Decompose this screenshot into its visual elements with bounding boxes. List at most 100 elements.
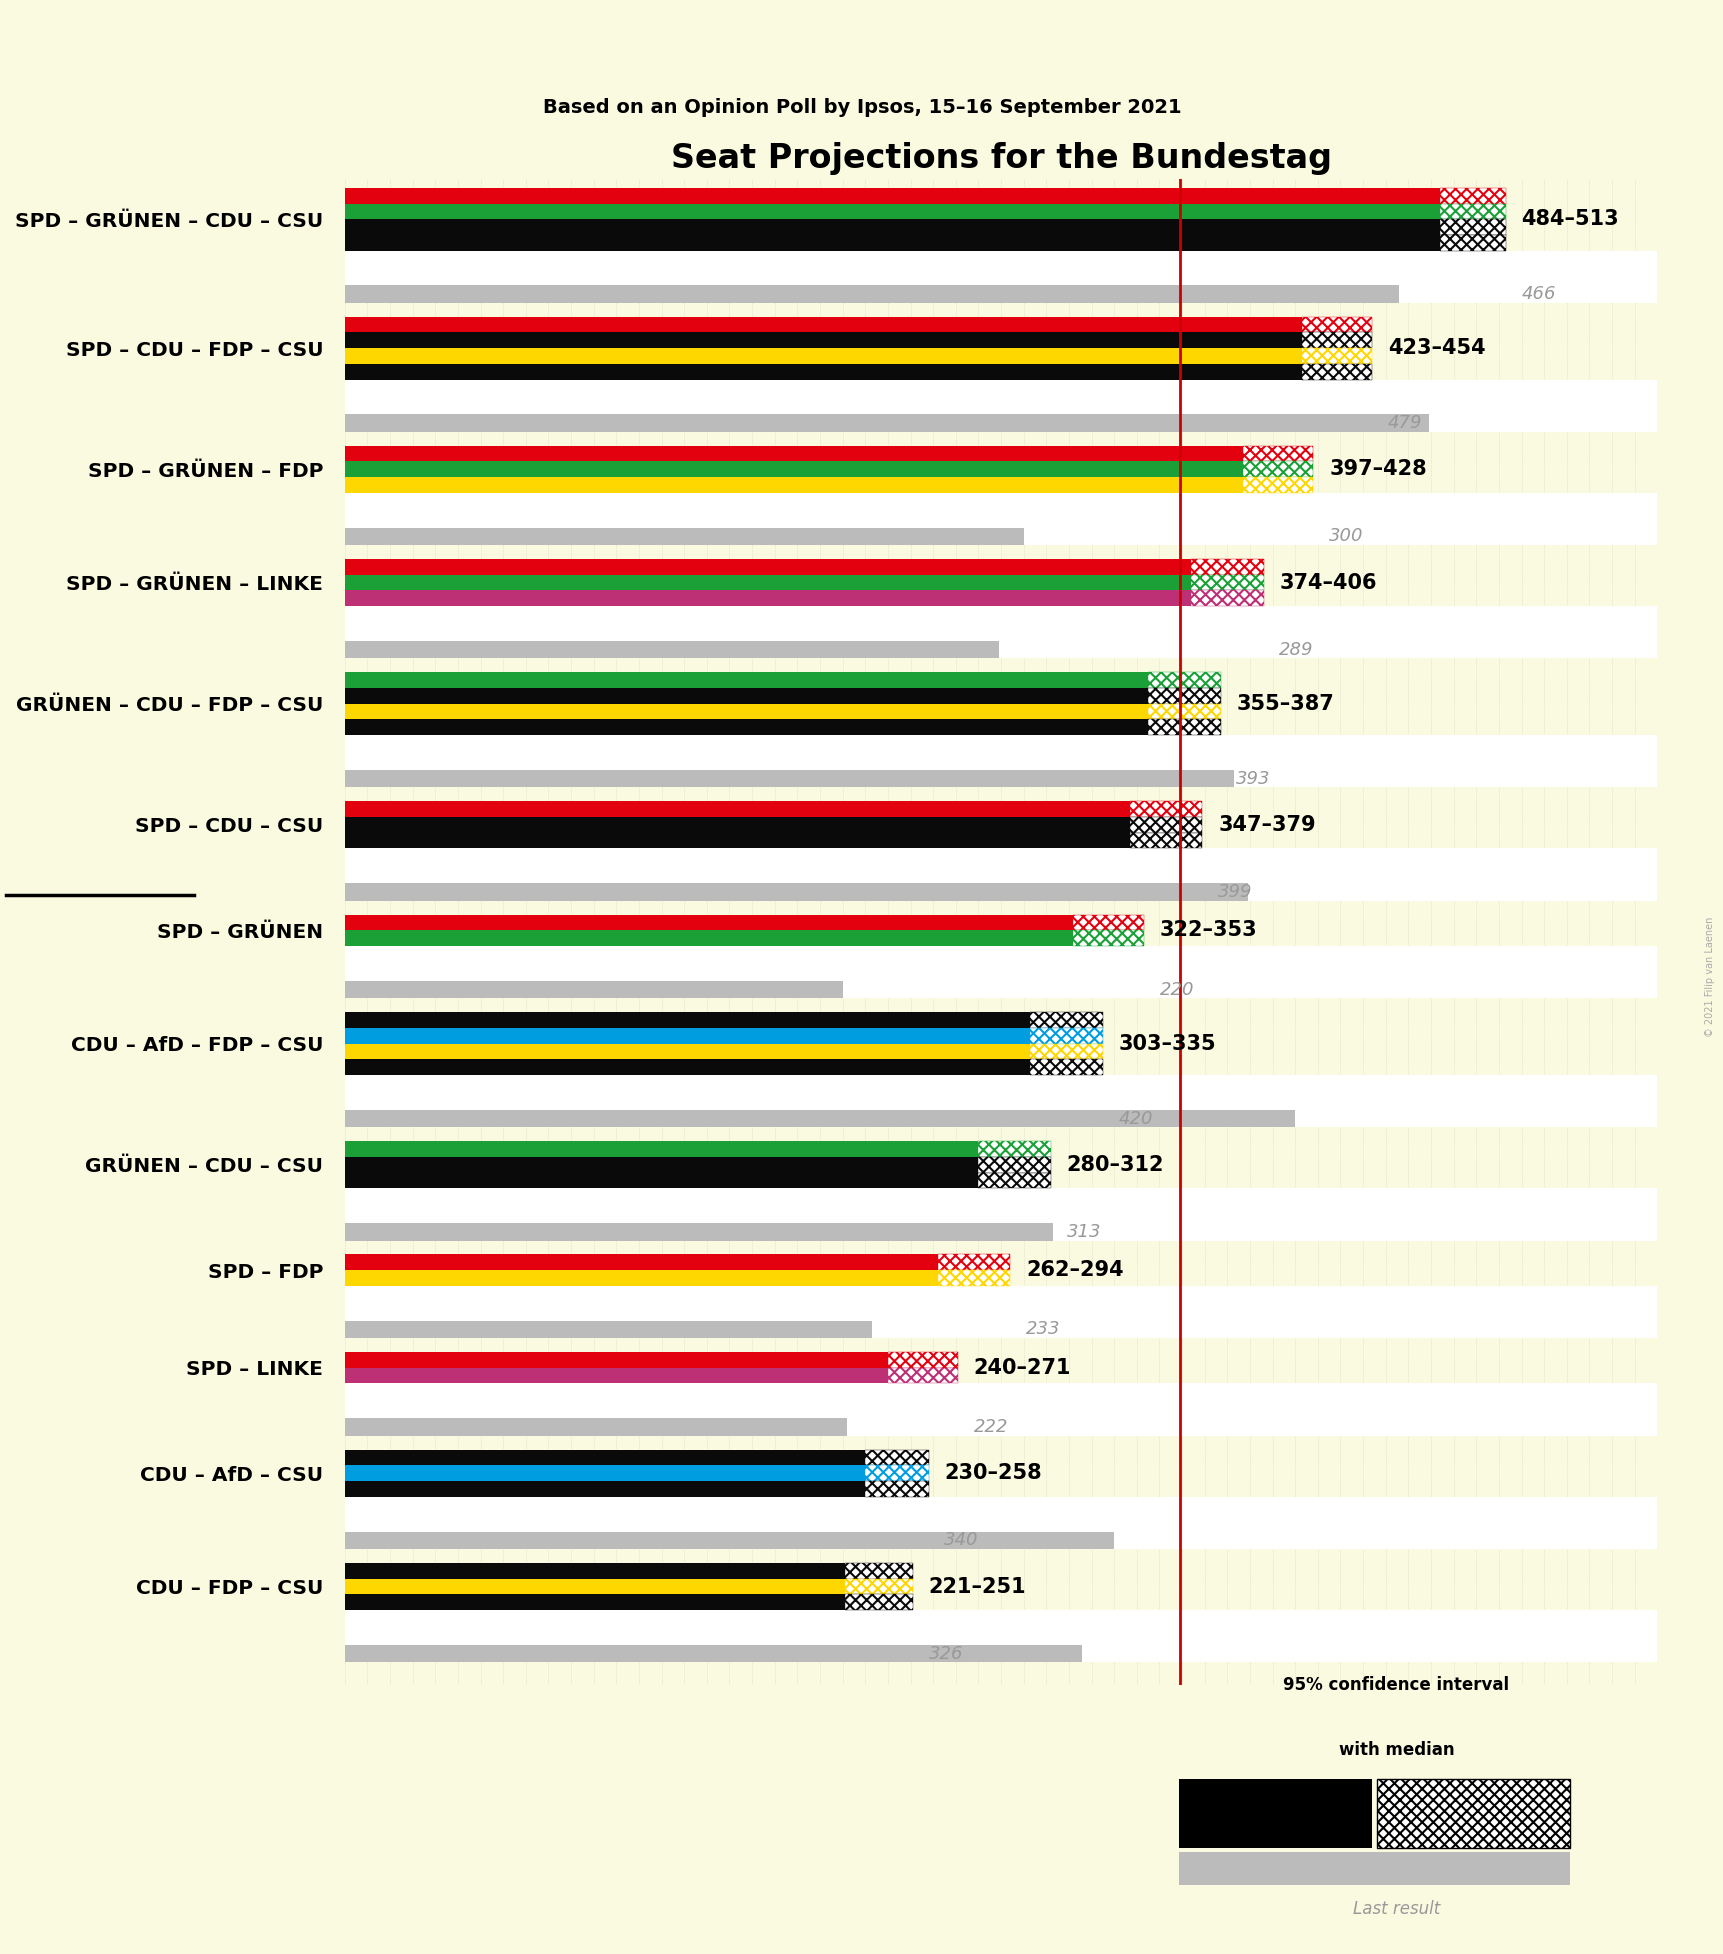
Text: 420: 420 <box>1118 1110 1153 1127</box>
Bar <box>345 1466 865 1481</box>
Bar <box>1073 930 1142 946</box>
Bar <box>345 770 1234 787</box>
Bar <box>1191 590 1263 606</box>
Text: 230–258: 230–258 <box>944 1464 1041 1483</box>
Bar <box>345 317 1301 332</box>
Text: 397–428: 397–428 <box>1328 459 1427 479</box>
Text: 374–406: 374–406 <box>1278 573 1377 592</box>
Text: © 2021 Filip van Laenen: © 2021 Filip van Laenen <box>1704 916 1714 1038</box>
Bar <box>345 672 1148 688</box>
Text: 479: 479 <box>1387 414 1421 432</box>
Bar <box>345 1223 1053 1241</box>
Bar <box>345 848 1656 883</box>
Bar <box>345 379 1656 414</box>
Bar <box>345 1028 1030 1043</box>
Text: 399: 399 <box>1218 883 1253 901</box>
Bar <box>865 1450 929 1466</box>
Bar <box>865 1466 929 1481</box>
Bar <box>1439 234 1504 250</box>
Bar <box>1242 461 1313 477</box>
Bar <box>1377 1780 1570 1848</box>
Bar <box>345 1110 1294 1127</box>
Bar <box>1129 817 1201 832</box>
Bar <box>345 414 1656 432</box>
Bar <box>345 1075 1656 1110</box>
Bar <box>887 1368 958 1383</box>
Bar <box>345 1059 1030 1075</box>
Text: 300: 300 <box>1328 528 1363 545</box>
Bar <box>345 528 1023 545</box>
Bar <box>345 477 1242 492</box>
Bar <box>345 574 1191 590</box>
Bar <box>1148 688 1220 703</box>
Bar <box>345 832 1129 848</box>
Text: 222: 222 <box>973 1419 1008 1436</box>
Text: 233: 233 <box>1025 1321 1060 1338</box>
Bar <box>1148 703 1220 719</box>
Bar <box>345 1286 1656 1321</box>
Bar <box>345 735 1656 770</box>
Bar <box>1179 1852 1570 1884</box>
Title: Seat Projections for the Bundestag: Seat Projections for the Bundestag <box>670 143 1330 176</box>
Bar <box>1179 1780 1372 1848</box>
Bar <box>345 414 1428 432</box>
Bar <box>345 981 1656 998</box>
Text: 289: 289 <box>1278 641 1313 658</box>
Text: 326: 326 <box>929 1645 963 1663</box>
Text: Based on an Opinion Poll by Ipsos, 15–16 September 2021: Based on an Opinion Poll by Ipsos, 15–16… <box>543 98 1180 117</box>
Text: 393: 393 <box>1235 770 1270 787</box>
Bar <box>345 1563 844 1579</box>
Bar <box>1030 1059 1103 1075</box>
Bar <box>345 1172 979 1188</box>
Bar <box>1191 559 1263 574</box>
Bar <box>345 1645 1656 1663</box>
Bar <box>1301 317 1372 332</box>
Text: 313: 313 <box>1067 1223 1101 1241</box>
Bar <box>1439 188 1504 203</box>
Bar <box>1129 832 1201 848</box>
Bar <box>1301 348 1372 363</box>
Text: 220: 220 <box>1160 981 1194 998</box>
Bar <box>1129 801 1201 817</box>
Bar <box>345 559 1191 574</box>
Bar <box>844 1594 911 1610</box>
Bar <box>345 219 1439 234</box>
Bar <box>345 1481 865 1497</box>
Text: 262–294: 262–294 <box>1025 1260 1123 1280</box>
Bar <box>345 1368 887 1383</box>
Bar <box>345 363 1301 379</box>
Bar <box>1242 477 1313 492</box>
Bar <box>937 1270 1010 1286</box>
Bar <box>345 1110 1656 1127</box>
Bar <box>345 1254 937 1270</box>
Text: 221–251: 221–251 <box>929 1577 1025 1596</box>
Bar <box>937 1254 1010 1270</box>
Bar <box>345 1270 937 1286</box>
Bar <box>345 492 1656 528</box>
Bar <box>345 914 1073 930</box>
Bar <box>979 1172 1051 1188</box>
Bar <box>345 285 1399 303</box>
Bar <box>345 461 1242 477</box>
Text: 95% confidence interval: 95% confidence interval <box>1282 1677 1509 1694</box>
Bar <box>345 1043 1030 1059</box>
Bar <box>345 1579 844 1594</box>
Text: with median: with median <box>1337 1741 1454 1759</box>
Text: 484–513: 484–513 <box>1521 209 1618 229</box>
Text: 423–454: 423–454 <box>1387 338 1485 358</box>
Bar <box>345 1157 979 1172</box>
Bar <box>345 883 1247 901</box>
Bar <box>865 1481 929 1497</box>
Bar <box>345 801 1129 817</box>
Bar <box>844 1563 911 1579</box>
Bar <box>1073 914 1142 930</box>
Bar <box>345 1532 1656 1550</box>
Bar <box>1301 363 1372 379</box>
Bar <box>1030 1028 1103 1043</box>
Bar <box>345 883 1656 901</box>
Bar <box>345 1645 1082 1663</box>
Bar <box>345 981 843 998</box>
Text: 240–271: 240–271 <box>973 1358 1070 1378</box>
Bar <box>345 1450 865 1466</box>
Bar <box>979 1141 1051 1157</box>
